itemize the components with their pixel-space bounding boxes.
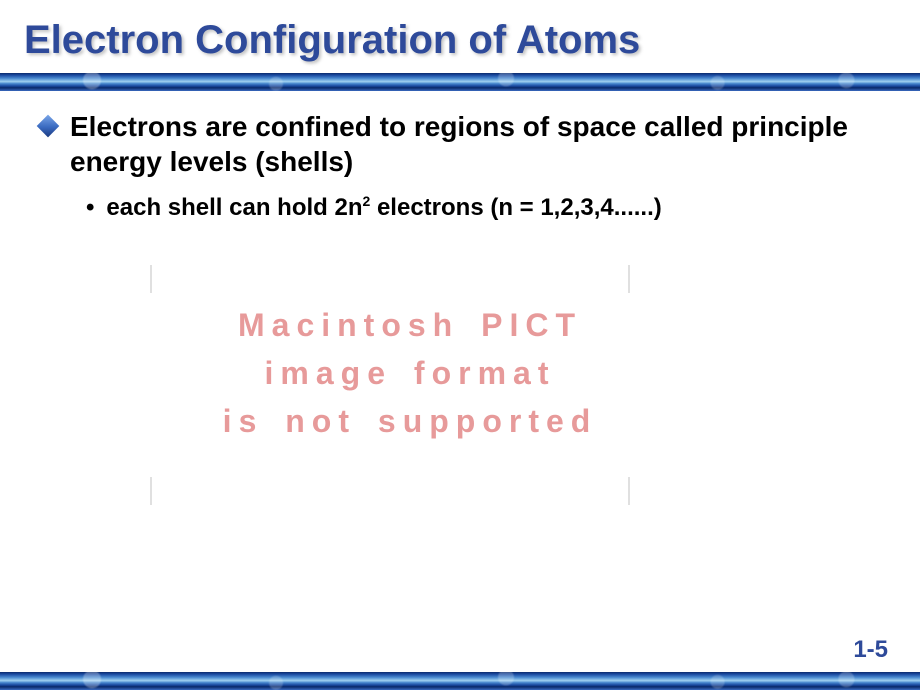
decorative-bar-bottom bbox=[0, 672, 920, 690]
slide-title: Electron Configuration of Atoms bbox=[0, 0, 920, 73]
placeholder-corner bbox=[150, 265, 152, 293]
bullet-level2-text: each shell can hold 2n2 electrons (n = 1… bbox=[106, 193, 661, 222]
diamond-bullet-icon bbox=[37, 115, 60, 138]
slide: Electron Configuration of Atoms Electron… bbox=[0, 0, 920, 690]
decorative-bar-top bbox=[0, 73, 920, 91]
placeholder-corner bbox=[628, 265, 630, 293]
dot-bullet-icon: • bbox=[86, 194, 94, 222]
page-number: 1-5 bbox=[853, 636, 888, 664]
bullet-l2-pre: each shell can hold 2n bbox=[106, 194, 362, 221]
slide-body: Electrons are confined to regions of spa… bbox=[0, 91, 920, 222]
bullet-level1-text: Electrons are confined to regions of spa… bbox=[70, 109, 880, 179]
bullet-level2: • each shell can hold 2n2 electrons (n =… bbox=[86, 193, 880, 222]
placeholder-message: Macintosh PICT image format is not suppo… bbox=[150, 301, 670, 445]
placeholder-line1: Macintosh PICT bbox=[150, 301, 670, 349]
placeholder-line3: is not supported bbox=[150, 397, 670, 445]
bullet-level1: Electrons are confined to regions of spa… bbox=[40, 109, 880, 179]
placeholder-corner bbox=[150, 477, 152, 505]
image-placeholder: Macintosh PICT image format is not suppo… bbox=[150, 265, 630, 505]
bullet-l2-post: electrons (n = 1,2,3,4......) bbox=[370, 194, 661, 221]
placeholder-line2: image format bbox=[150, 349, 670, 397]
placeholder-corner bbox=[628, 477, 630, 505]
